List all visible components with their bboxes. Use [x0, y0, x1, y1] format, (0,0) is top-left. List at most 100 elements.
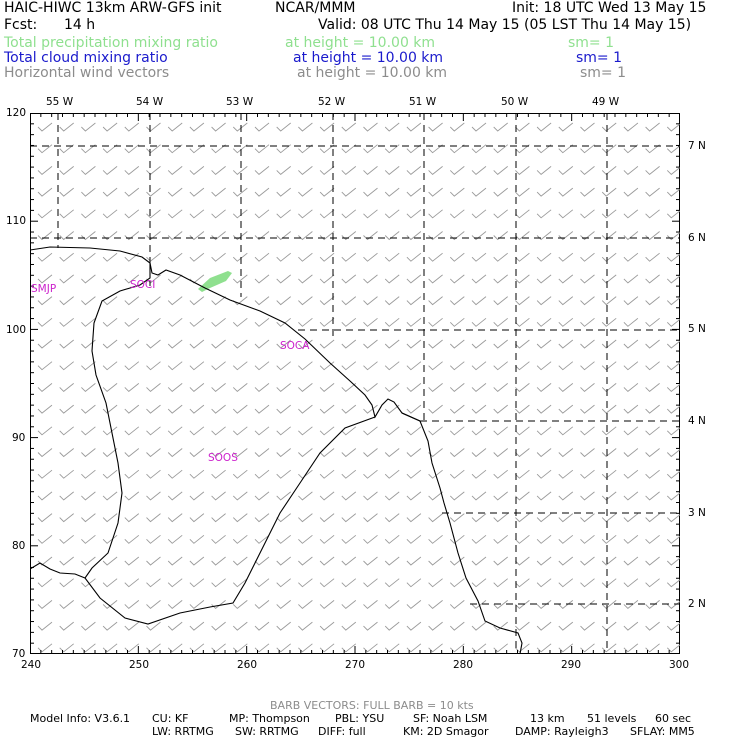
wind-barb: [515, 231, 530, 241]
wind-barb: [189, 578, 205, 588]
wind-barb: [515, 383, 530, 393]
wind-barb: [37, 404, 53, 414]
wind-barb: [81, 491, 96, 501]
km-scheme: KM: 2D Smagor: [403, 725, 489, 738]
wind-barb: [536, 556, 552, 566]
wind-barb: [124, 600, 140, 610]
wind-barb: [37, 600, 53, 610]
wind-barb: [102, 252, 118, 262]
wind-barb: [666, 622, 680, 631]
wind-barb: [536, 534, 552, 544]
wind-barb: [102, 166, 118, 176]
wind-barb: [558, 621, 574, 631]
wind-barb: [428, 209, 443, 219]
wind-barb: [666, 210, 680, 219]
wind-barb: [232, 209, 248, 219]
wind-barb: [167, 274, 183, 284]
wind-barb: [124, 491, 140, 501]
wind-barb: [341, 426, 357, 436]
field-cloud-height: at height = 10.00 km: [293, 50, 444, 66]
wind-barb: [102, 469, 118, 479]
wind-barb: [276, 469, 291, 479]
wind-barb: [211, 534, 226, 544]
wind-barb: [319, 231, 335, 241]
wind-barb: [37, 643, 53, 653]
wind-barb: [37, 144, 53, 154]
station-soca: SOCA: [280, 340, 310, 352]
wind-barb: [536, 209, 552, 219]
wind-barb: [601, 274, 617, 284]
wind-barb: [536, 404, 552, 414]
wind-barb: [167, 600, 183, 610]
wind-barb: [319, 122, 335, 132]
wind-barb: [319, 144, 335, 154]
wind-barb: [276, 491, 291, 501]
wind-barb: [341, 317, 357, 327]
wind-barb: [59, 296, 74, 306]
wind-barb: [59, 469, 74, 479]
wind-barb: [211, 361, 226, 371]
wind-barb: [341, 491, 357, 501]
wind-barb: [211, 578, 226, 588]
wind-barb: [623, 513, 639, 523]
wind-barb: [384, 317, 400, 327]
wind-barb: [102, 578, 118, 588]
wind-barb: [471, 534, 487, 544]
wind-barb: [341, 534, 357, 544]
wind-barb: [254, 361, 270, 371]
wind-barb: [102, 513, 118, 523]
wind-barb: [146, 187, 161, 197]
wind-barb: [124, 448, 140, 458]
wind-barb: [276, 621, 291, 631]
wind-barb: [601, 231, 617, 241]
field-precip-height: at height = 10.00 km: [285, 35, 436, 51]
wind-barb: [645, 513, 660, 523]
wind-barb: [254, 339, 270, 349]
wind-barb: [493, 166, 508, 176]
wind-barb: [580, 643, 595, 653]
wind-barb: [558, 274, 574, 284]
wind-barb: [37, 209, 53, 219]
wind-barb: [428, 600, 443, 610]
wind-barb: [276, 317, 291, 327]
wind-barb: [580, 209, 595, 219]
wind-barb: [102, 383, 118, 393]
wind-barb: [254, 252, 270, 262]
wind-barb: [363, 426, 378, 436]
wind-barb: [102, 339, 118, 349]
y-tick-110: 110: [6, 215, 27, 227]
wind-barb: [298, 578, 313, 588]
wind-barb: [623, 187, 639, 197]
field-precip-sm: sm= 1: [568, 35, 615, 51]
wind-barb: [471, 361, 487, 371]
wind-barb: [601, 122, 617, 132]
wind-barb: [211, 187, 226, 197]
wind-barb: [493, 317, 508, 327]
wind-barb: [623, 166, 639, 176]
wind-barb: [580, 491, 595, 501]
wind-barb: [384, 166, 400, 176]
wind-barb: [124, 231, 140, 241]
wind-barb: [515, 296, 530, 306]
wind-barb: [666, 297, 680, 306]
wind-barb: [341, 578, 357, 588]
wind-barb: [298, 513, 313, 523]
wind-barb: [666, 535, 680, 544]
wind-barb: [124, 296, 140, 306]
wind-barb: [449, 339, 465, 349]
wind-barb: [189, 361, 205, 371]
y-tick-90: 90: [12, 432, 26, 444]
wind-barb: [232, 404, 248, 414]
wind-barb: [254, 231, 270, 241]
wind-barb: [81, 513, 96, 523]
lon-label-54w: 54 W: [136, 96, 164, 108]
wind-barb: [428, 643, 443, 653]
wind-barb: [428, 556, 443, 566]
wind-barb: [580, 404, 595, 414]
wind-barb: [341, 404, 357, 414]
wind-barb: [232, 383, 248, 393]
field-wind-sm: sm= 1: [580, 65, 627, 81]
vertical-levels: 51 levels: [587, 712, 637, 725]
wind-barb: [623, 643, 639, 653]
wind-barb: [493, 274, 508, 284]
